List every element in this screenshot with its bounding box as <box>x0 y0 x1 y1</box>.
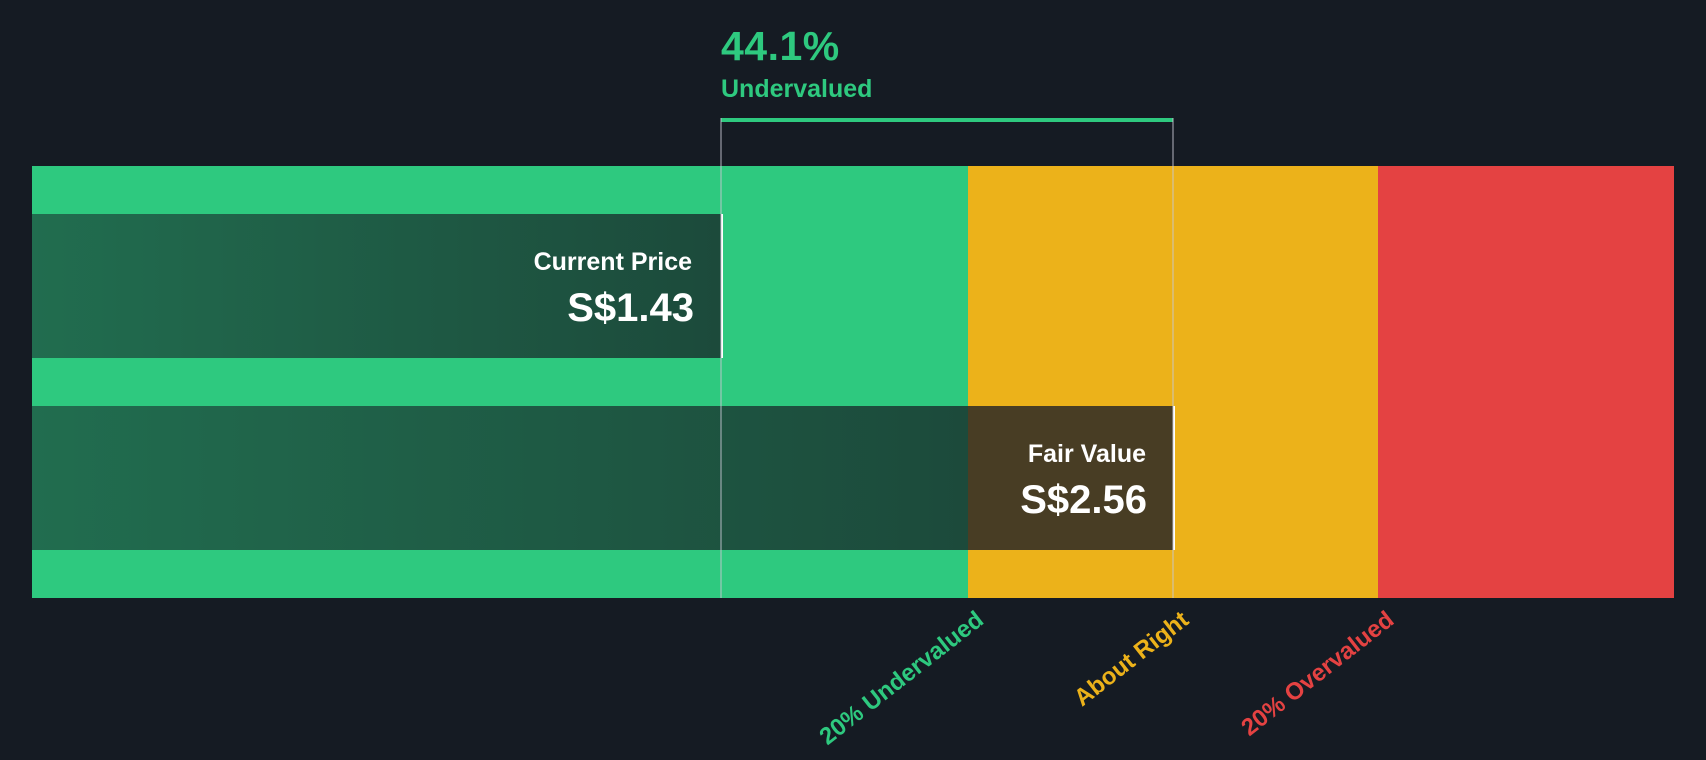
current-price-marker <box>720 118 722 598</box>
current-price-label: Current Price <box>533 248 692 276</box>
fair-value-bar <box>32 406 968 550</box>
fair-value-value: S$2.56 <box>1020 478 1147 522</box>
fair-value-label: Fair Value <box>1027 440 1146 468</box>
zone-overvalued <box>1378 166 1674 598</box>
fair-value-bar-end: Fair Value S$2.56 <box>968 406 1175 550</box>
difference-bracket <box>721 118 1173 122</box>
current-price-bar: Current Price S$1.43 <box>32 214 723 358</box>
fair-value-marker <box>1172 118 1174 598</box>
valuation-verdict: Undervalued <box>721 75 873 103</box>
zone-label-undervalued: 20% Undervalued <box>814 606 989 751</box>
zone-label-overvalued: 20% Overvalued <box>1235 606 1399 742</box>
undervalued-percent: 44.1% <box>721 23 840 69</box>
zone-label-about-right: About Right <box>1068 606 1194 712</box>
current-price-value: S$1.43 <box>567 286 694 330</box>
